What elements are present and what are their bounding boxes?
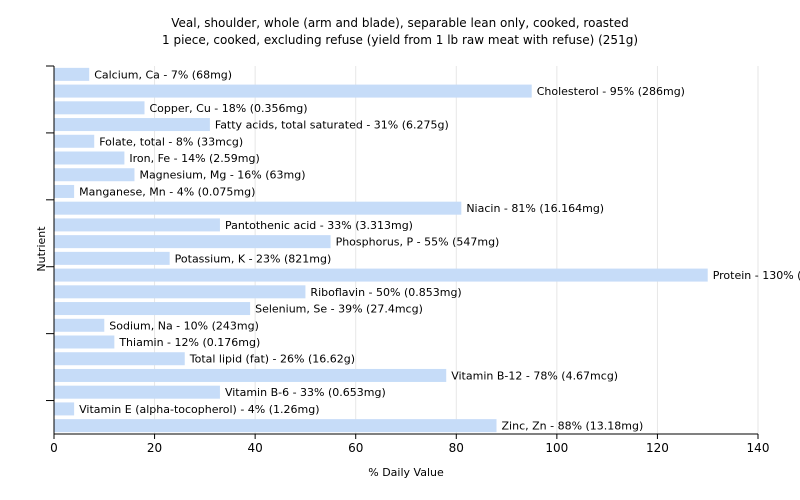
bar-label: Potassium, K - 23% (821mg)	[175, 252, 332, 265]
bar-label: Selenium, Se - 39% (27.4mcg)	[255, 303, 423, 316]
bar-label: Total lipid (fat) - 26% (16.62g)	[189, 353, 355, 366]
bar	[54, 101, 145, 115]
bar	[54, 302, 251, 316]
bar-label: Vitamin B-12 - 78% (4.67mcg)	[451, 369, 618, 382]
bar	[54, 201, 462, 215]
bar	[54, 134, 95, 148]
bar	[54, 335, 115, 349]
bar-label: Riboflavin - 50% (0.853mg)	[310, 286, 461, 299]
x-tick-label: 140	[747, 441, 770, 455]
bar	[54, 368, 447, 382]
bar	[54, 251, 170, 265]
bar	[54, 318, 105, 332]
grid-lines	[154, 66, 759, 434]
bar	[54, 151, 125, 165]
bar	[54, 184, 75, 198]
x-tick-label: 100	[545, 441, 568, 455]
bar	[54, 285, 306, 299]
x-tick-label: 40	[248, 441, 263, 455]
bar-label: Pantothenic acid - 33% (3.313mg)	[225, 219, 413, 232]
bar	[54, 268, 708, 282]
bar	[54, 352, 185, 366]
bars: Calcium, Ca - 7% (68mg) Cholesterol - 95%…	[54, 67, 800, 433]
bar	[54, 67, 90, 81]
bar-label: Fatty acids, total saturated - 31% (6.27…	[215, 119, 449, 132]
bar-label: Cholesterol - 95% (286mg)	[537, 85, 685, 98]
x-tick-label: 60	[348, 441, 363, 455]
bar	[54, 218, 220, 232]
bar-label: Calcium, Ca - 7% (68mg)	[94, 68, 232, 81]
bar-label: Protein - 130% (64.78g)	[713, 269, 800, 282]
bar-label: Phosphorus, P - 55% (547mg)	[336, 236, 500, 249]
bar-label: Vitamin E (alpha-tocopherol) - 4% (1.26m…	[79, 403, 319, 416]
bar-label: Sodium, Na - 10% (243mg)	[109, 319, 259, 332]
bar-label: Iron, Fe - 14% (2.59mg)	[129, 152, 259, 165]
x-tick-label: 0	[50, 441, 58, 455]
y-axis-label: Nutrient	[35, 226, 48, 272]
x-tick-label: 80	[449, 441, 464, 455]
x-axis-label: % Daily Value	[368, 466, 444, 479]
x-tick-label: 20	[147, 441, 162, 455]
x-tick-label: 120	[646, 441, 669, 455]
bar	[54, 385, 220, 399]
bar	[54, 168, 135, 182]
bar	[54, 118, 210, 132]
chart-title: Veal, shoulder, whole (arm and blade), s…	[171, 16, 629, 30]
bar-label: Niacin - 81% (16.164mg)	[466, 202, 604, 215]
axes: 0 20 40 60 80 100 120 140	[46, 65, 770, 455]
bar-label: Manganese, Mn - 4% (0.075mg)	[79, 185, 255, 198]
bar	[54, 402, 75, 416]
bar	[54, 419, 497, 433]
chart-subtitle: 1 piece, cooked, excluding refuse (yield…	[162, 33, 638, 47]
bar-label: Folate, total - 8% (33mcg)	[99, 135, 243, 148]
bar-label: Magnesium, Mg - 16% (63mg)	[139, 169, 305, 182]
bar-label: Thiamin - 12% (0.176mg)	[118, 336, 260, 349]
bar-label: Copper, Cu - 18% (0.356mg)	[150, 102, 308, 115]
bar	[54, 235, 331, 249]
bar-label: Vitamin B-6 - 33% (0.653mg)	[225, 386, 386, 399]
bar-label: Zinc, Zn - 88% (13.18mg)	[502, 420, 644, 433]
bar	[54, 84, 532, 98]
